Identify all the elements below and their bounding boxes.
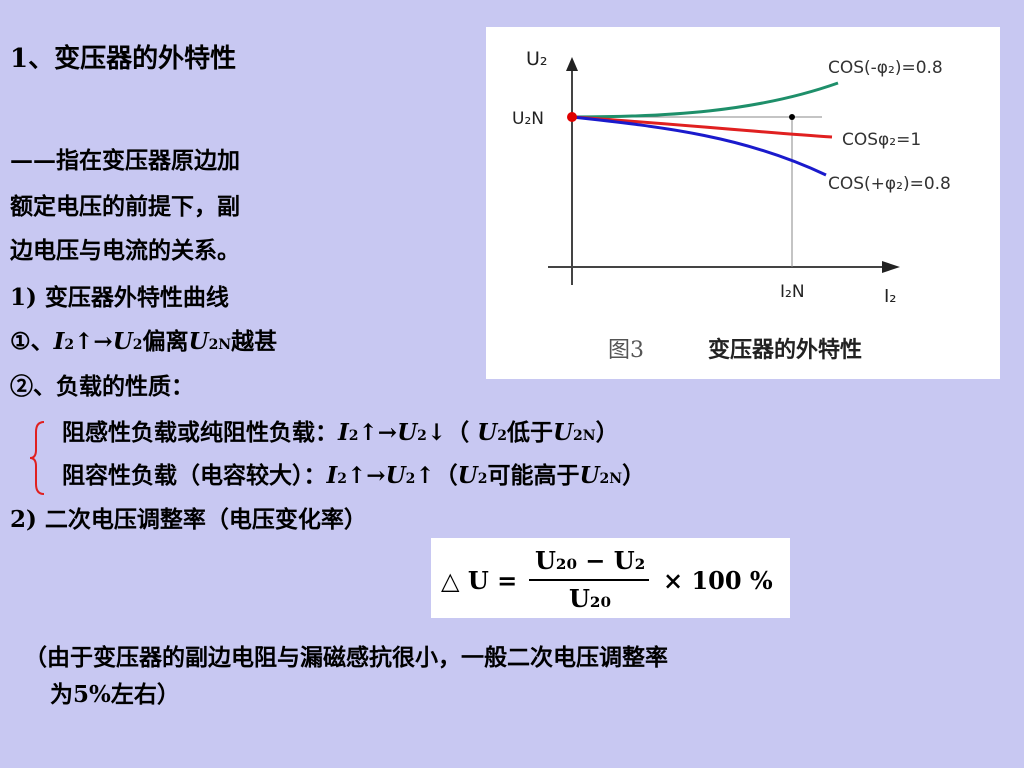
x-ref-label: I₂N <box>780 282 805 302</box>
load-label: 阻容性负载（电容较大）： <box>62 462 327 489</box>
load-compare: 可能高于 <box>487 462 580 489</box>
voltage-regulation-formula: △ U = U₂₀ − U₂ U₂₀ × 100 % <box>431 538 790 618</box>
item-1-end: 越甚 <box>231 328 278 355</box>
figure-number: 图3 <box>608 338 644 363</box>
description-line-2: 额定电压的前提下，副 <box>10 193 240 220</box>
load-u2-sub: 2 <box>477 471 488 487</box>
load-u-sub: 2 <box>417 428 427 444</box>
load-i-sub: 2 <box>337 471 348 487</box>
item-1-i: I <box>53 328 65 355</box>
description-line-1: ——指在变压器原边加 <box>10 147 240 174</box>
description-line-3: 边电压与电流的关系。 <box>10 237 240 264</box>
inductive-curve <box>571 115 827 177</box>
load-inductive: 阻感性负载或纯阻性负载：I2↑→U2↓（ U2低于U2N） <box>62 418 619 451</box>
characteristic-diagram: U₂ U₂N I₂N I₂ COS(-φ₂)=0.8 COSφ₂=1 COS(+… <box>512 48 951 363</box>
load-i-sub: 2 <box>348 428 359 444</box>
curve-label-resistive: COSφ₂=1 <box>842 130 921 150</box>
resistive-curve <box>571 115 833 139</box>
load-i: I <box>326 462 338 489</box>
load-arrow: ↑→ <box>358 419 398 446</box>
load-u2: U <box>477 419 498 446</box>
load-u2n-sub: 2N <box>599 471 623 487</box>
item-1-u: U <box>112 328 133 355</box>
item-1-arrow: ↑→ <box>74 328 113 355</box>
item-1: ①、I2↑→U2偏离U2N越甚 <box>10 327 277 360</box>
formula-numerator: U₂₀ − U₂ <box>535 546 646 575</box>
load-arrow: ↑→ <box>347 462 386 489</box>
item-2: ②、负载的性质： <box>10 373 194 400</box>
y-ref-label: U₂N <box>512 109 544 129</box>
load-direction: ↑ <box>415 462 435 489</box>
item-1-u-sub: 2 <box>132 337 143 353</box>
formula-denominator: U₂₀ <box>569 584 611 613</box>
load-u2n-sub: 2N <box>573 428 596 444</box>
load-u2-sub: 2 <box>497 428 507 444</box>
item-1-text: 偏离 <box>142 328 189 355</box>
capacitive-curve <box>571 81 839 119</box>
load-direction: ↓ <box>426 419 447 446</box>
load-u2n: U <box>579 462 600 489</box>
note-line-1: （由于变压器的副边电阻与漏磁感抗很小，一般二次电压调整率 <box>24 644 668 671</box>
figure-caption: 变压器的外特性 <box>708 337 862 363</box>
x-axis-label: I₂ <box>884 286 897 307</box>
load-u2n: U <box>552 419 574 446</box>
u2n-point <box>567 112 577 122</box>
x-axis-arrow-icon <box>882 261 900 273</box>
item-1-u2n: U <box>188 328 209 355</box>
load-label: 阻感性负载或纯阻性负载： <box>62 419 338 446</box>
item-1-i-sub: 2 <box>64 337 75 353</box>
note-line-2: 为5%左右） <box>50 681 180 708</box>
page-title: 1、变压器的外特性 <box>10 44 237 74</box>
load-brace <box>29 421 45 495</box>
load-i: I <box>338 419 349 446</box>
load-u-sub: 2 <box>405 471 416 487</box>
characteristic-figure: U₂ U₂N I₂N I₂ COS(-φ₂)=0.8 COSφ₂=1 COS(+… <box>486 27 1000 379</box>
formula-lhs: △ U = <box>441 566 518 595</box>
curve-label-inductive: COS(+φ₂)=0.8 <box>828 174 951 194</box>
load-paren-open: （ <box>446 419 478 446</box>
load-compare: 低于 <box>506 419 553 446</box>
item-1-marker: ①、 <box>10 328 54 355</box>
load-u2: U <box>457 462 478 489</box>
load-u: U <box>385 462 406 489</box>
curve-label-capacitive: COS(-φ₂)=0.8 <box>828 58 943 78</box>
formula-fraction-bar <box>529 579 649 581</box>
load-u: U <box>397 419 418 446</box>
rated-point <box>789 114 795 120</box>
y-axis-arrow-icon <box>566 57 578 71</box>
load-paren-open: （ <box>434 462 458 489</box>
y-axis-label: U₂ <box>526 48 548 70</box>
load-paren-close: ） <box>622 462 646 489</box>
section-2-heading: 2) 二次电压调整率（电压变化率） <box>10 506 367 533</box>
formula-rhs: × 100 % <box>663 566 773 595</box>
load-capacitive: 阻容性负载（电容较大）：I2↑→U2↑（U2可能高于U2N） <box>62 461 645 494</box>
section-1-heading: 1) 变压器外特性曲线 <box>10 284 229 311</box>
load-paren-close: ） <box>595 419 619 446</box>
item-1-u2n-sub: 2N <box>208 337 232 353</box>
